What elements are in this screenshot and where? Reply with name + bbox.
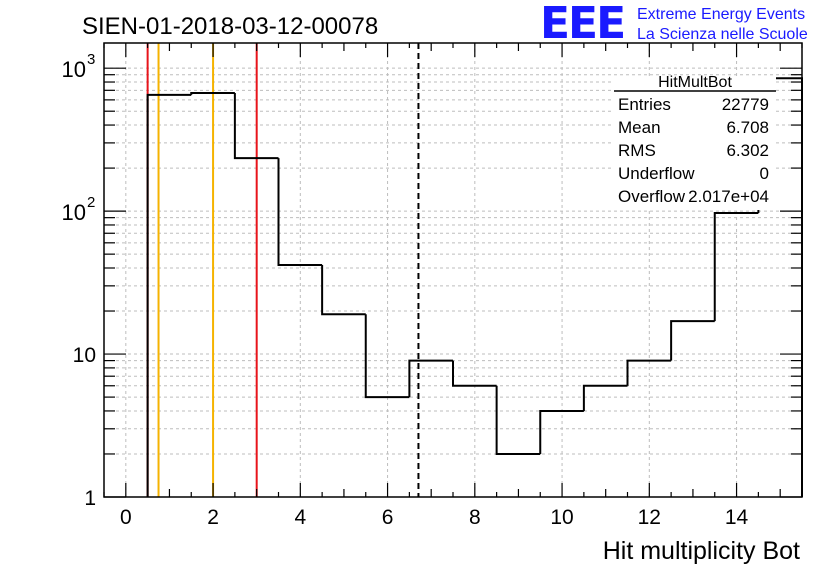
histogram-bin <box>713 212 759 322</box>
stats-row-value: 6.302 <box>726 141 769 160</box>
y-tick-label: 10 <box>62 57 86 82</box>
y-tick-label: 10 <box>62 200 86 225</box>
y-tick-label-exponent: 2 <box>87 194 95 211</box>
histogram-bin <box>146 93 192 497</box>
stats-row-value: 22779 <box>722 95 769 114</box>
histogram-bin <box>190 92 235 95</box>
y-tick-label: 1 <box>84 487 96 510</box>
eee-logo: EEE Extreme Energy Events La Scienza nel… <box>540 0 808 49</box>
stats-row-value: 0 <box>760 164 769 183</box>
stats-box: HitMultBot Entries 22779 Mean 6.708 RMS 6.302… <box>614 74 776 210</box>
histogram-bin <box>495 385 541 455</box>
x-tick-label: 4 <box>294 506 306 529</box>
stats-row-value: 2.017e+04 <box>688 187 769 206</box>
histogram-bin <box>277 158 323 266</box>
grid-lines <box>104 43 802 498</box>
logo-line2: La Scienza nelle Scuole <box>637 26 808 43</box>
histogram-bin <box>233 93 279 160</box>
histogram-bin <box>582 384 628 411</box>
logo-mark: EEE <box>540 0 624 49</box>
chart-title: SIEN-01-2018-03-12-00078 <box>82 13 378 40</box>
x-axis-label: Hit multiplicity Bot <box>603 537 800 565</box>
histogram-bin <box>364 314 410 399</box>
stats-row-label: Entries <box>618 95 671 114</box>
y-tick-label-exponent: 3 <box>87 51 95 68</box>
histogram-bin <box>670 320 715 361</box>
stats-row-value: 6.708 <box>726 118 769 137</box>
stats-row-label: Mean <box>618 118 661 137</box>
x-tick-label: 8 <box>469 506 481 529</box>
x-tick-label: 10 <box>550 506 573 529</box>
stats-box-frame <box>614 76 776 210</box>
x-tick-label: 14 <box>725 506 749 529</box>
stats-row-label: Overflow <box>618 187 686 206</box>
histogram-series <box>146 77 803 497</box>
histogram-bin <box>452 360 497 387</box>
histogram-bin <box>626 359 672 386</box>
x-tick-label: 12 <box>638 506 661 529</box>
logo-line1: Extreme Energy Events <box>637 6 805 23</box>
histogram-bin <box>539 409 584 454</box>
x-tick-label: 2 <box>207 506 219 529</box>
stats-box-title: HitMultBot <box>658 74 732 91</box>
x-tick-label: 0 <box>120 506 132 529</box>
stats-row-label: Underflow <box>618 164 695 183</box>
histogram-bin <box>321 264 366 316</box>
y-tick-label: 10 <box>73 344 96 367</box>
x-axis: 0 2 4 6 8 10 12 14 <box>103 43 803 529</box>
stats-rows: Entries 22779 Mean 6.708 RMS 6.302 Underflow 0 O… <box>618 95 769 206</box>
histogram-bin <box>408 359 453 398</box>
x-tick-label: 6 <box>382 506 394 529</box>
stats-row-label: RMS <box>618 141 656 160</box>
